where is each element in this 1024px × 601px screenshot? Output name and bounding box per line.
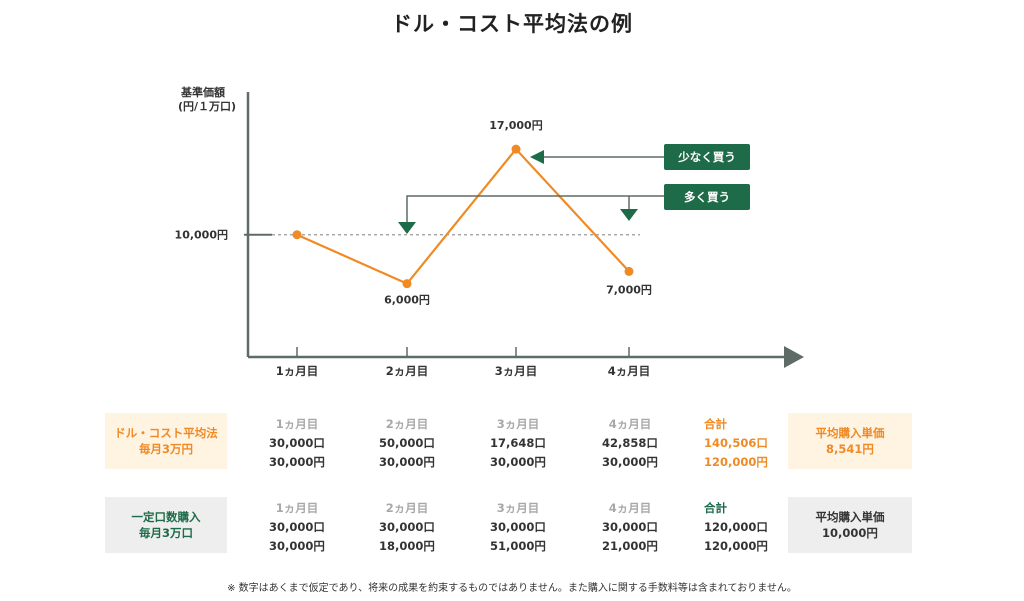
avg-label: 平均購入単価 bbox=[815, 426, 885, 440]
footnote: ※ 数字はあくまで仮定であり、将来の成果を約束するものではありません。また購入に… bbox=[227, 583, 797, 594]
amount-value: 30,000円 bbox=[269, 539, 325, 553]
fixed-label: 一定口数購入 bbox=[131, 510, 201, 524]
data-label: 6,000円 bbox=[384, 294, 430, 307]
units-value: 17,648口 bbox=[490, 436, 546, 450]
units-value: 42,858口 bbox=[602, 436, 658, 450]
buy-more-connector bbox=[406, 195, 664, 222]
y-axis-label: 基準価額 bbox=[180, 85, 225, 99]
units-value: 50,000口 bbox=[379, 436, 435, 450]
total-units: 120,000口 bbox=[704, 520, 768, 534]
dca-sublabel: 毎月3万円 bbox=[138, 442, 193, 456]
price-line-chart: 基準価額(円/１万口) 1ヵ月目 2ヵ月目 3ヵ月目 4ヵ月目 10,000円 6,000円… bbox=[175, 85, 804, 378]
units-value: 30,000口 bbox=[379, 520, 435, 534]
data-point bbox=[402, 279, 412, 289]
data-label: 7,000円 bbox=[606, 283, 652, 296]
amount-value: 30,000円 bbox=[602, 455, 658, 469]
data-point bbox=[511, 144, 521, 154]
buy-more-label: 多く買う bbox=[684, 190, 730, 204]
amount-value: 51,000円 bbox=[490, 539, 546, 553]
month-header: 2ヵ月目 bbox=[385, 501, 429, 515]
fixed-month-1: 1ヵ月目 30,000口 30,000円 bbox=[257, 499, 337, 556]
reference-label: 10,000円 bbox=[175, 229, 228, 242]
y-axis-label: (円/１万口) bbox=[178, 100, 236, 113]
dca-month-4: 4ヵ月目 42,858口 30,000円 bbox=[590, 415, 670, 472]
total-amount: 120,000円 bbox=[704, 455, 768, 469]
x-tick-label: 1ヵ月目 bbox=[276, 364, 319, 378]
month-header: 3ヵ月目 bbox=[496, 501, 540, 515]
fixed-total: 合計 120,000口 120,000円 bbox=[704, 499, 784, 556]
data-label: 17,000円 bbox=[489, 119, 542, 132]
month-header: 1ヵ月目 bbox=[275, 417, 319, 431]
data-point bbox=[624, 266, 634, 276]
dca-month-3: 3ヵ月目 17,648口 30,000円 bbox=[478, 415, 558, 472]
x-tick-label: 4ヵ月目 bbox=[608, 364, 651, 378]
fixed-month-3: 3ヵ月目 30,000口 51,000円 bbox=[478, 499, 558, 556]
x-axis-arrowhead bbox=[784, 346, 804, 368]
dca-avg-box: 平均購入単価 8,541円 bbox=[788, 413, 912, 469]
amount-value: 30,000円 bbox=[379, 455, 435, 469]
avg-label: 平均購入単価 bbox=[815, 510, 885, 524]
fixed-month-2: 2ヵ月目 30,000口 18,000円 bbox=[367, 499, 447, 556]
page-title: ドル・コスト平均法の例 bbox=[391, 12, 633, 36]
avg-value: 8,541円 bbox=[826, 442, 874, 456]
total-label: 合計 bbox=[704, 417, 727, 431]
month-header: 2ヵ月目 bbox=[385, 417, 429, 431]
fixed-units-row: 一定口数購入 毎月3万口 1ヵ月目 30,000口 30,000円 2ヵ月目 3… bbox=[0, 497, 1024, 555]
fixed-label-box: 一定口数購入 毎月3万口 bbox=[105, 497, 227, 553]
dca-label-box: ドル・コスト平均法 毎月3万円 bbox=[105, 413, 227, 469]
x-tick-label: 2ヵ月目 bbox=[386, 364, 429, 378]
buy-less-label: 少なく買う bbox=[677, 150, 736, 164]
month-header: 3ヵ月目 bbox=[496, 417, 540, 431]
amount-value: 30,000円 bbox=[269, 455, 325, 469]
buy-more-badge bbox=[664, 184, 750, 210]
fixed-month-4: 4ヵ月目 30,000口 21,000円 bbox=[590, 499, 670, 556]
units-value: 30,000口 bbox=[602, 520, 658, 534]
avg-value: 10,000円 bbox=[822, 526, 878, 540]
units-value: 30,000口 bbox=[269, 436, 325, 450]
month-header: 4ヵ月目 bbox=[608, 417, 652, 431]
x-tick-label: 3ヵ月目 bbox=[495, 364, 538, 378]
total-amount: 120,000円 bbox=[704, 539, 768, 553]
month-header: 4ヵ月目 bbox=[608, 501, 652, 515]
amount-value: 18,000円 bbox=[379, 539, 435, 553]
amount-value: 30,000円 bbox=[490, 455, 546, 469]
units-value: 30,000口 bbox=[269, 520, 325, 534]
total-units: 140,506口 bbox=[704, 436, 768, 450]
dca-total: 合計 140,506口 120,000円 bbox=[704, 415, 784, 472]
dca-row: ドル・コスト平均法 毎月3万円 1ヵ月目 30,000口 30,000円 2ヵ月… bbox=[0, 413, 1024, 471]
month-header: 1ヵ月目 bbox=[275, 501, 319, 515]
fixed-avg-box: 平均購入単価 10,000円 bbox=[788, 497, 912, 553]
total-label: 合計 bbox=[704, 501, 727, 515]
data-point bbox=[292, 230, 302, 240]
dca-month-1: 1ヵ月目 30,000口 30,000円 bbox=[257, 415, 337, 472]
dca-month-2: 2ヵ月目 50,000口 30,000円 bbox=[367, 415, 447, 472]
fixed-sublabel: 毎月3万口 bbox=[138, 526, 193, 540]
amount-value: 21,000円 bbox=[602, 539, 658, 553]
arrow-down-icon bbox=[398, 222, 416, 234]
dca-label: ドル・コスト平均法 bbox=[114, 426, 218, 440]
units-value: 30,000口 bbox=[490, 520, 546, 534]
price-series-line bbox=[296, 147, 630, 285]
buy-less-badge bbox=[664, 144, 750, 170]
arrow-left-icon bbox=[530, 150, 544, 164]
arrow-down-icon bbox=[620, 209, 638, 221]
